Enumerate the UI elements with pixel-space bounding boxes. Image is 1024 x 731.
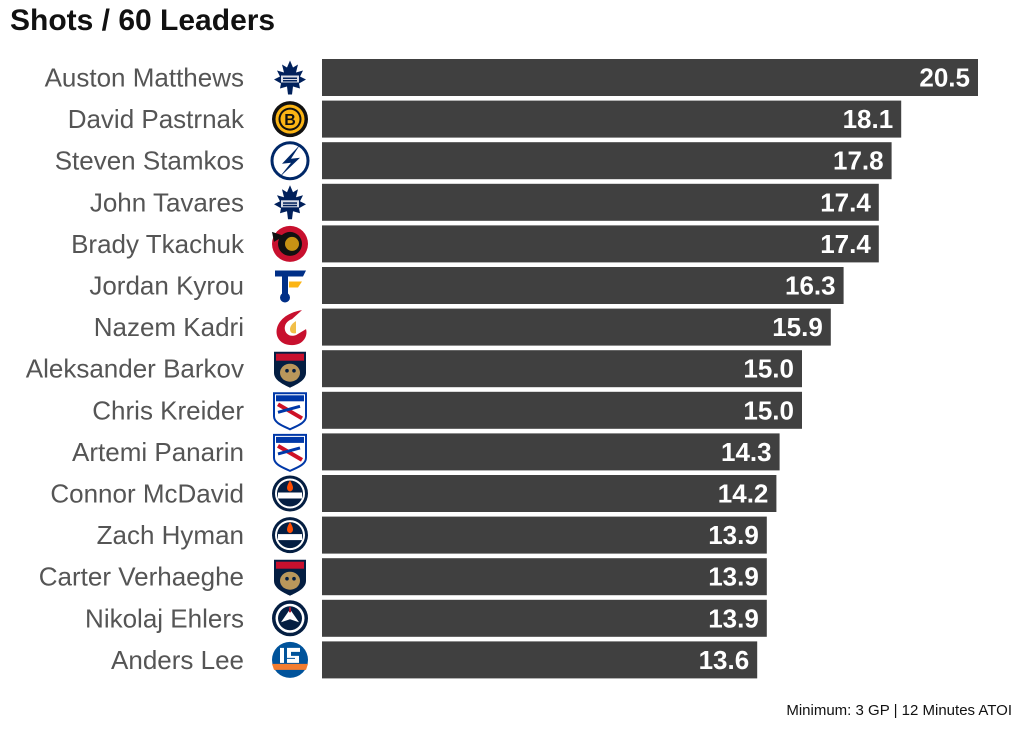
player-name-label: Zach Hyman	[97, 520, 244, 550]
player-name-label: Steven Stamkos	[55, 146, 244, 176]
lightning-logo-icon	[270, 141, 310, 181]
player-name-label: David Pastrnak	[68, 104, 245, 134]
rangers-logo-icon	[273, 433, 307, 473]
bar-value-label: 18.1	[843, 104, 894, 134]
bar	[322, 225, 879, 263]
bar-value-label: 17.4	[820, 187, 871, 217]
senators-logo-icon	[272, 225, 308, 262]
oilers-logo-icon	[272, 475, 308, 512]
bar	[322, 350, 802, 388]
panthers-logo-icon	[274, 351, 306, 388]
player-name-label: Jordan Kyrou	[89, 271, 244, 301]
oilers-logo-icon	[272, 517, 308, 554]
rangers-logo-icon	[273, 392, 307, 431]
bar	[322, 142, 892, 180]
islanders-logo-icon	[272, 641, 308, 678]
player-name-label: John Tavares	[90, 187, 244, 217]
bar-value-label: 13.9	[708, 520, 759, 550]
bar-value-label: 13.9	[708, 562, 759, 592]
player-name-label: Aleksander Barkov	[26, 354, 244, 384]
player-name-label: Anders Lee	[111, 645, 244, 675]
player-name-label: Artemi Panarin	[72, 437, 244, 467]
player-name-label: Auston Matthews	[45, 63, 244, 93]
bar-value-label: 13.6	[699, 645, 750, 675]
maple-leafs-logo-icon	[274, 60, 306, 95]
player-name-label: Connor McDavid	[50, 479, 244, 509]
bruins-logo-icon: B	[272, 101, 308, 138]
bar	[322, 475, 777, 512]
bar	[322, 558, 767, 596]
bar-value-label: 20.5	[919, 63, 970, 93]
bar-value-label: 14.2	[718, 479, 769, 509]
bar-value-label: 17.8	[833, 146, 884, 176]
bar	[322, 267, 844, 304]
bar	[322, 516, 767, 554]
bar	[322, 100, 902, 138]
bar	[322, 433, 780, 471]
bar	[322, 308, 831, 346]
bar-value-label: 15.0	[743, 354, 794, 384]
chart-caption: Minimum: 3 GP | 12 Minutes ATOI	[786, 702, 1012, 719]
chart-title: Shots / 60 Leaders	[10, 4, 276, 37]
player-name-label: Chris Kreider	[92, 395, 244, 425]
bar-value-label: 14.3	[721, 437, 772, 467]
bar-value-label: 16.3	[785, 271, 836, 301]
panthers-logo-icon	[274, 559, 306, 596]
bar	[322, 641, 758, 679]
bar	[322, 599, 767, 637]
flames-logo-icon	[276, 310, 307, 346]
bar	[322, 59, 978, 96]
player-name-label: Carter Verhaeghe	[39, 562, 244, 592]
bar	[322, 183, 879, 221]
svg-text:B: B	[284, 112, 296, 129]
bar-value-label: 15.0	[743, 395, 794, 425]
bar-value-label: 15.9	[772, 312, 823, 342]
bar-value-label: 17.4	[820, 229, 871, 259]
maple-leafs-logo-icon	[274, 185, 306, 220]
bar-value-label: 13.9	[708, 603, 759, 633]
player-name-label: Nazem Kadri	[94, 312, 244, 342]
blues-logo-icon	[275, 270, 306, 303]
bar-chart: Auston Matthews 20.5 David Pastrnak B 18.1 St…	[26, 59, 978, 679]
jets-logo-icon	[272, 600, 308, 637]
bar	[322, 391, 802, 429]
player-name-label: Nikolaj Ehlers	[85, 603, 244, 633]
player-name-label: Brady Tkachuk	[71, 229, 245, 259]
